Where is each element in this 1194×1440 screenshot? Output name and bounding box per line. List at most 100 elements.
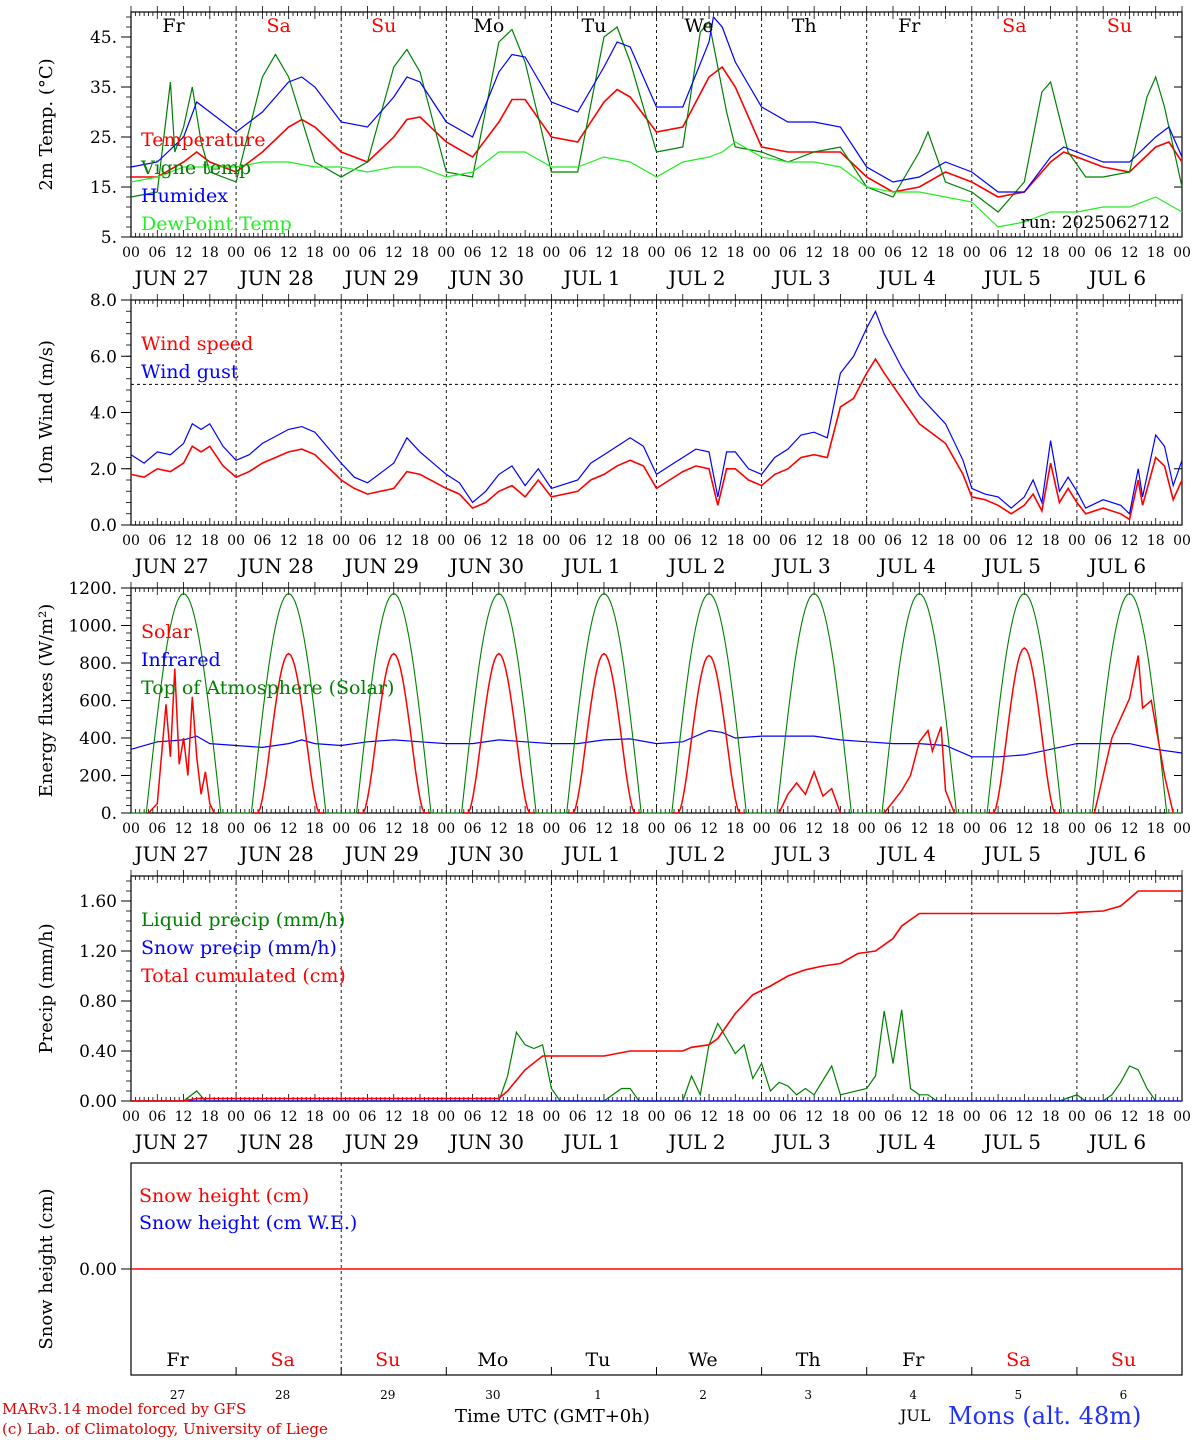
- series-solar-line: [989, 647, 1060, 814]
- day-number-label: 4: [909, 1388, 917, 1402]
- hour-label: 06: [359, 533, 377, 549]
- hour-label: 18: [306, 245, 324, 261]
- hour-label: 06: [779, 821, 797, 837]
- hour-label: 18: [516, 245, 534, 261]
- y-tick-label: 35.: [90, 78, 117, 98]
- date-label: JUN 27: [132, 554, 208, 578]
- weekday-label: Fr: [162, 15, 185, 37]
- hour-label: 06: [464, 821, 482, 837]
- weekday-label: Sa: [266, 15, 290, 37]
- hour-label: 06: [148, 533, 166, 549]
- hour-label: 12: [910, 245, 928, 261]
- hour-label: 12: [385, 1109, 403, 1125]
- y-tick-label: 5.: [101, 228, 117, 248]
- hour-label: 06: [569, 821, 587, 837]
- date-label: JUL 6: [1087, 842, 1146, 866]
- hour-label: 18: [726, 1109, 744, 1125]
- hour-label: 00: [963, 821, 981, 837]
- hour-label: 18: [832, 821, 850, 837]
- y-axis-label: 2m Temp. (°C): [36, 58, 57, 190]
- date-label: JUL 6: [1087, 266, 1146, 290]
- date-label: JUN 28: [238, 554, 314, 578]
- day-number-label: 5: [1015, 1388, 1023, 1402]
- series-solar-line: [778, 769, 842, 814]
- hour-label: 06: [674, 1109, 692, 1125]
- date-label: JUL 5: [982, 266, 1041, 290]
- hour-label: 12: [1015, 245, 1033, 261]
- date-label: JUL 5: [982, 554, 1041, 578]
- hour-label: 06: [464, 245, 482, 261]
- hour-label: 12: [490, 1109, 508, 1125]
- weekday-label: Fr: [166, 1349, 189, 1371]
- hour-label: 18: [937, 821, 955, 837]
- hour-label: 12: [700, 1109, 718, 1125]
- hour-label: 06: [1094, 1109, 1112, 1125]
- legend-snow-height-cm-: Snow height (cm): [139, 1185, 309, 1207]
- hour-label: 12: [1015, 533, 1033, 549]
- weekday-label: Su: [1107, 15, 1132, 37]
- hour-label: 18: [411, 245, 429, 261]
- series-solar-line: [883, 726, 955, 814]
- date-label: JUL 1: [561, 842, 620, 866]
- day-number-label: 1: [594, 1388, 602, 1402]
- hour-label: 00: [1173, 533, 1191, 549]
- weekday-label: Fr: [898, 15, 921, 37]
- hour-label: 18: [832, 533, 850, 549]
- series-solar-line: [674, 654, 745, 814]
- y-tick-label: 8.0: [90, 291, 117, 311]
- hour-label: 06: [569, 533, 587, 549]
- hour-label: 06: [253, 1109, 271, 1125]
- hour-label: 00: [332, 821, 350, 837]
- hour-label: 12: [700, 821, 718, 837]
- hour-label: 12: [175, 533, 193, 549]
- hour-label: 06: [359, 245, 377, 261]
- series-solar-line: [147, 668, 215, 814]
- date-label: JUN 27: [132, 266, 208, 290]
- hour-label: 12: [595, 533, 613, 549]
- hour-label: 18: [201, 821, 219, 837]
- weekday-label: Tu: [581, 15, 606, 37]
- hour-label: 00: [542, 821, 560, 837]
- hour-label: 06: [884, 821, 902, 837]
- date-label: JUN 29: [343, 554, 419, 578]
- date-label: JUL 4: [877, 554, 936, 578]
- weekday-label: Fr: [902, 1349, 925, 1371]
- hour-label: 00: [858, 821, 876, 837]
- hour-label: 18: [937, 245, 955, 261]
- y-axis-label: Energy fluxes (W/m²): [36, 604, 57, 798]
- hour-label: 00: [227, 821, 245, 837]
- hour-label: 06: [989, 245, 1007, 261]
- y-tick-label: 0.: [101, 804, 117, 824]
- hour-label: 06: [253, 533, 271, 549]
- hour-label: 06: [148, 1109, 166, 1125]
- weekday-label: Sa: [270, 1349, 294, 1371]
- hour-label: 12: [175, 1109, 193, 1125]
- date-label: JUL 5: [982, 842, 1041, 866]
- date-label: JUN 30: [448, 266, 524, 290]
- legend-snow-height-cm-w-e-: Snow height (cm W.E.): [139, 1212, 357, 1234]
- weekday-label: Tu: [585, 1349, 610, 1371]
- hour-label: 18: [411, 821, 429, 837]
- y-tick-label: 2.0: [90, 460, 117, 480]
- hour-label: 00: [332, 245, 350, 261]
- weekday-label: Mo: [477, 1349, 508, 1371]
- legend-dewpoint-temp: DewPoint Temp: [141, 213, 292, 235]
- series-dewpoint-temp-line: [130, 141, 1183, 228]
- hour-label: 18: [516, 533, 534, 549]
- series-wind-gust-line: [130, 309, 1183, 516]
- hour-label: 00: [648, 533, 666, 549]
- hour-label: 00: [437, 533, 455, 549]
- series-solar-line: [1093, 655, 1174, 814]
- hour-label: 06: [1094, 245, 1112, 261]
- hour-label: 00: [1068, 245, 1086, 261]
- weekday-label: Su: [371, 15, 396, 37]
- hour-label: 00: [1068, 1109, 1086, 1125]
- date-label: JUN 28: [238, 1130, 314, 1154]
- y-axis-label: 10m Wind (m/s): [36, 340, 57, 485]
- hour-label: 12: [595, 821, 613, 837]
- y-axis-label: Precip (mm/h): [36, 923, 57, 1053]
- weekday-label: Th: [792, 15, 817, 37]
- hour-label: 12: [490, 821, 508, 837]
- y-tick-label: 400.: [79, 729, 117, 749]
- day-number-label: 3: [804, 1388, 812, 1402]
